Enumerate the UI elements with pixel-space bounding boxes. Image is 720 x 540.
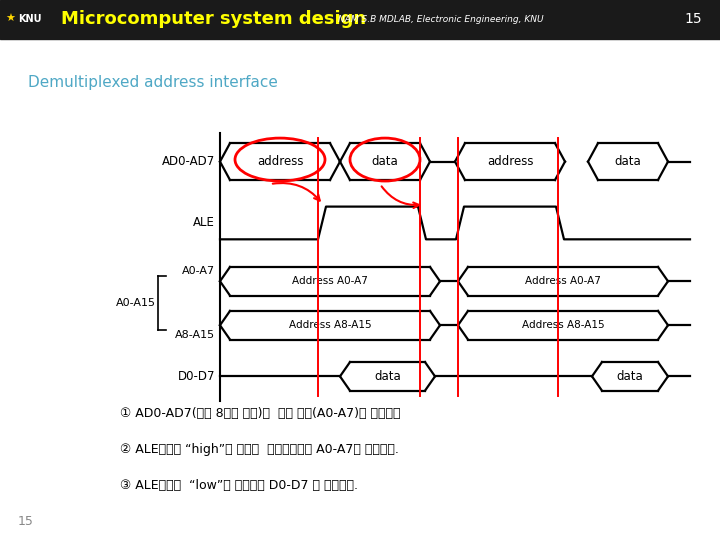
Text: ★: ★ [6, 15, 16, 24]
Text: D0-D7: D0-D7 [178, 370, 215, 383]
Text: KNU: KNU [18, 15, 42, 24]
Text: 15: 15 [18, 515, 34, 528]
Text: A0-A15: A0-A15 [116, 298, 156, 308]
Text: Microcomputer system design: Microcomputer system design [61, 10, 366, 29]
Text: AD0-AD7: AD0-AD7 [162, 155, 215, 168]
Text: ALE: ALE [193, 217, 215, 230]
Text: Demultiplexed address interface: Demultiplexed address interface [28, 75, 278, 90]
Text: data: data [616, 370, 644, 383]
Text: A8-A15: A8-A15 [175, 330, 215, 340]
Text: 15: 15 [685, 12, 702, 26]
Text: Address A8-A15: Address A8-A15 [289, 320, 372, 330]
Text: Address A0-A7: Address A0-A7 [292, 276, 368, 286]
Text: ② ALE신호가 “high”로 되면서  래치회로에서 A0-A7을 래치한다.: ② ALE신호가 “high”로 되면서 래치회로에서 A0-A7을 래치한다. [120, 443, 399, 456]
Text: address: address [487, 155, 534, 168]
Text: Address A8-A15: Address A8-A15 [522, 320, 604, 330]
Text: data: data [615, 155, 642, 168]
Text: data: data [372, 155, 398, 168]
Text: data: data [374, 370, 401, 383]
Text: address: address [257, 155, 303, 168]
Text: ① AD0-AD7(하위 8비트 버스)에  주소 신호(A0-A7)를 출력한다: ① AD0-AD7(하위 8비트 버스)에 주소 신호(A0-A7)를 출력한다 [120, 407, 400, 420]
Text: A0-A7: A0-A7 [182, 266, 215, 276]
Text: ③ ALE신호를  “low”로 전환하고 D0-D7 를 출력한다.: ③ ALE신호를 “low”로 전환하고 D0-D7 를 출력한다. [120, 478, 358, 491]
Text: Address A0-A7: Address A0-A7 [525, 276, 601, 286]
Text: NAM S.B MDLAB, Electronic Engineering, KNU: NAM S.B MDLAB, Electronic Engineering, K… [338, 15, 544, 24]
